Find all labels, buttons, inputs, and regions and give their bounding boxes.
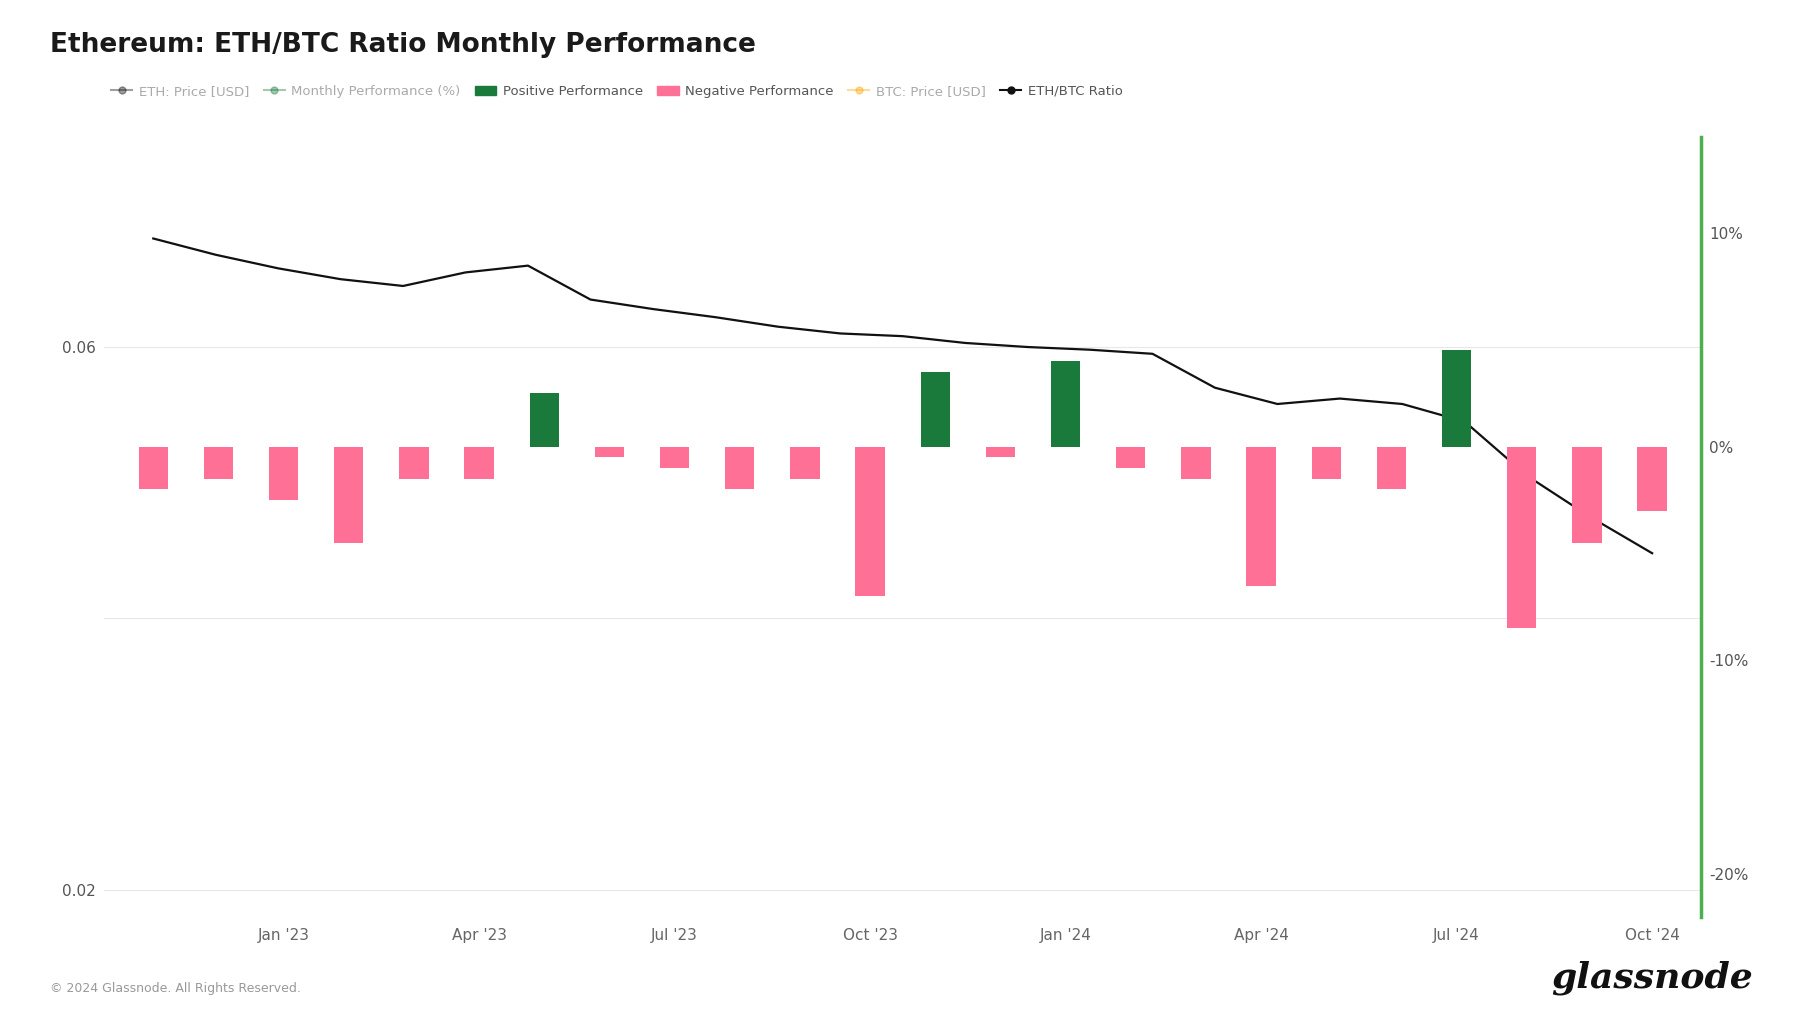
Bar — [1571, 447, 1602, 543]
Bar — [725, 447, 754, 489]
Bar — [1181, 447, 1211, 479]
Text: glassnode: glassnode — [1552, 960, 1753, 995]
Bar — [661, 447, 689, 468]
Bar — [920, 372, 950, 447]
Bar — [986, 447, 1015, 457]
Bar — [335, 447, 364, 543]
Text: © 2024 Glassnode. All Rights Reserved.: © 2024 Glassnode. All Rights Reserved. — [50, 982, 301, 995]
Bar — [594, 447, 625, 457]
Bar — [1246, 447, 1276, 586]
Bar — [139, 447, 167, 489]
Text: Ethereum: ETH/BTC Ratio Monthly Performance: Ethereum: ETH/BTC Ratio Monthly Performa… — [50, 32, 756, 59]
Bar — [1312, 447, 1341, 479]
Legend: ETH: Price [USD], Monthly Performance (%), Positive Performance, Negative Perfor: ETH: Price [USD], Monthly Performance (%… — [112, 85, 1123, 98]
Bar — [268, 447, 299, 500]
Bar — [1638, 447, 1667, 511]
Bar — [529, 393, 560, 447]
Bar — [1442, 350, 1471, 447]
Bar — [464, 447, 493, 479]
Bar — [203, 447, 234, 479]
Bar — [1051, 362, 1080, 447]
Bar — [1507, 447, 1537, 628]
Bar — [790, 447, 819, 479]
Bar — [855, 447, 886, 597]
Bar — [1116, 447, 1145, 468]
Bar — [1377, 447, 1406, 489]
Bar — [400, 447, 428, 479]
